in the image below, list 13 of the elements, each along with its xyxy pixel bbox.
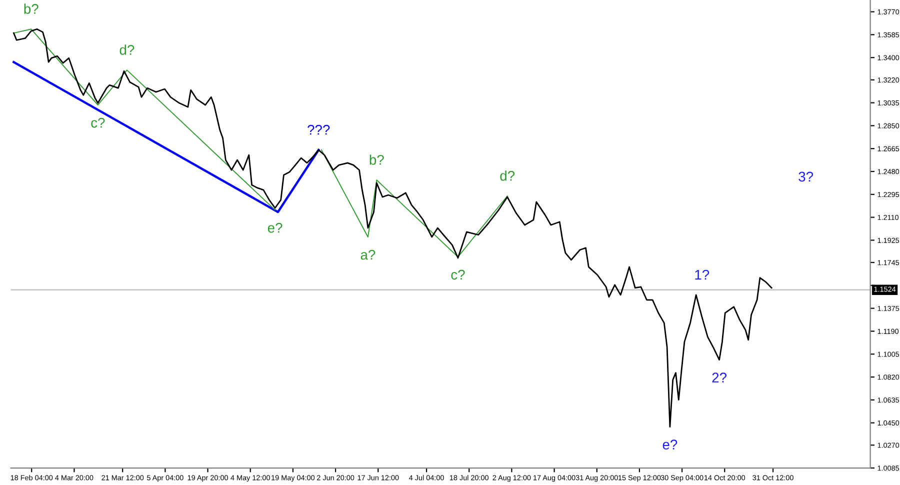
- annotation: 3?: [798, 172, 814, 182]
- annotation: c?: [91, 118, 105, 128]
- annotation: d?: [120, 44, 134, 55]
- annotation: c?: [451, 270, 465, 280]
- annotation: b?: [370, 154, 384, 165]
- annotation: e?: [662, 440, 678, 450]
- annotation: ???: [308, 124, 330, 135]
- annotation: d?: [500, 170, 515, 181]
- annotation: 2?: [712, 372, 727, 382]
- annotation: a?: [360, 250, 376, 260]
- annotation: b?: [24, 4, 38, 14]
- annotation: e?: [268, 222, 282, 233]
- annotation: 1?: [695, 270, 710, 280]
